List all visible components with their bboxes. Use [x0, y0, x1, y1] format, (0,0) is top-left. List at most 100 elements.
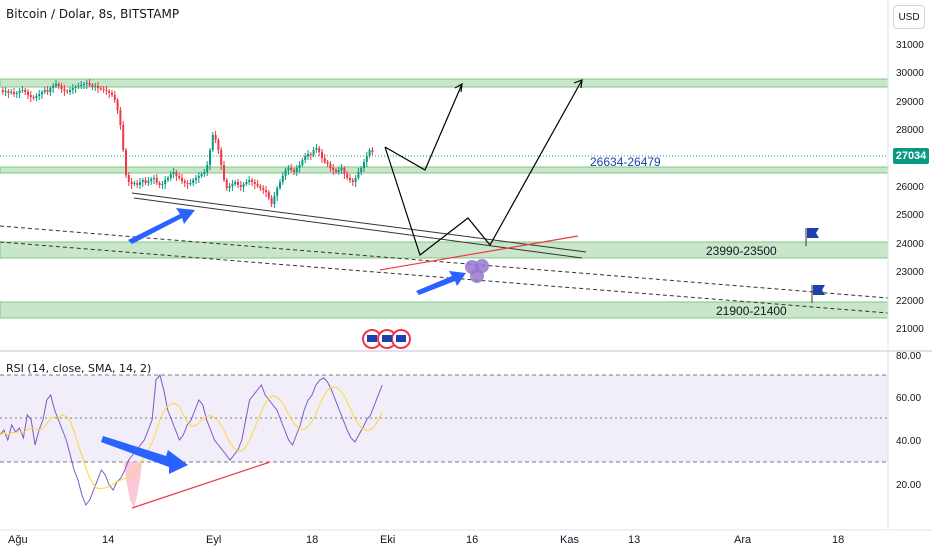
candle-body	[15, 93, 18, 94]
zone-top[interactable]	[0, 78, 889, 88]
candle-body	[164, 180, 167, 184]
candle-body	[71, 88, 74, 90]
candle-body	[116, 100, 119, 110]
currency-button[interactable]: USD	[893, 5, 925, 29]
economic-events-icon[interactable]	[362, 329, 411, 349]
rsi-axis[interactable]: 80.00 60.00 40.00 20.00	[896, 351, 921, 491]
candle-body	[351, 180, 354, 182]
candle-body	[321, 152, 323, 158]
candle-body	[175, 172, 178, 176]
time-tick-label: Ara	[734, 534, 752, 546]
candle-body	[259, 186, 262, 188]
rsi-tick-label: 60.00	[896, 393, 921, 404]
candle-body	[203, 172, 206, 174]
candle-body	[41, 92, 43, 94]
candle-body	[209, 150, 211, 165]
candle-body	[21, 90, 24, 91]
candle-body	[32, 97, 35, 98]
time-tick-label: Ağu	[8, 534, 28, 546]
rsi-ma-line[interactable]	[0, 386, 383, 490]
candle-body	[183, 181, 186, 183]
candle-body	[94, 86, 97, 87]
flag-icon-1[interactable]	[805, 228, 819, 246]
projection-path-1[interactable]	[384, 83, 463, 171]
candle-body	[234, 182, 237, 184]
candle-body	[83, 84, 85, 85]
candle-body	[18, 91, 21, 93]
rsi-indicator-label[interactable]: RSI (14, close, SMA, 14, 2)	[6, 362, 152, 375]
candle-body	[206, 165, 209, 172]
candle-body	[136, 183, 139, 185]
candle-body	[349, 178, 351, 180]
candle-body	[295, 168, 298, 172]
candle-body	[88, 83, 91, 85]
candle-body	[74, 87, 77, 88]
price-axis[interactable]: 3100030000290002800027000260002500024000…	[896, 40, 924, 335]
time-tick-label: 13	[628, 534, 640, 546]
candle-body	[144, 180, 147, 183]
candle-body	[153, 178, 155, 179]
time-tick-label: Eki	[380, 534, 395, 546]
rsi-oversold-fill	[124, 462, 142, 508]
candle-body	[200, 174, 203, 176]
zone-current[interactable]	[0, 166, 889, 174]
channel-line-1[interactable]	[131, 192, 587, 253]
candle-body	[35, 96, 38, 98]
rsi-tick-label: 40.00	[896, 436, 921, 447]
candle-body	[141, 180, 144, 182]
price-tick-label: 25000	[896, 210, 924, 221]
candle-body	[340, 168, 343, 170]
candle-body	[273, 196, 276, 204]
trendline-dashed-1[interactable]	[0, 225, 889, 299]
candle-body	[217, 140, 220, 150]
candle-body	[52, 86, 55, 88]
rsi-divergence-line[interactable]	[131, 461, 271, 509]
candle-body	[307, 154, 309, 156]
blue-arrow-2	[416, 271, 466, 295]
trendline-dashed-2[interactable]	[0, 241, 889, 314]
candle-body	[4, 91, 7, 92]
candle-body	[228, 186, 231, 188]
candle-body	[192, 180, 195, 183]
candle-body	[13, 92, 15, 94]
chart-title: Bitcoin / Dolar, 8s, BITSTAMP	[6, 7, 180, 21]
candle-body	[1, 90, 4, 92]
candle-body	[43, 90, 46, 92]
candle-body	[158, 183, 161, 185]
red-trendline[interactable]	[379, 235, 579, 271]
candle-body	[97, 86, 99, 88]
rsi-line[interactable]	[0, 373, 383, 507]
candle-body	[105, 90, 108, 91]
projection-path-2[interactable]	[384, 79, 583, 256]
flag-icon-2[interactable]	[811, 285, 825, 303]
candle-body	[49, 88, 52, 92]
candle-body	[211, 135, 214, 150]
price-tick-label: 22000	[896, 296, 924, 307]
candle-body	[167, 178, 169, 180]
candle-body	[139, 182, 141, 185]
candle-body	[111, 93, 113, 95]
candle-body	[69, 90, 71, 92]
candle-body	[251, 180, 253, 182]
time-axis[interactable]: Ağu 14 Eyl 18 Eki 16 Kas 13 Ara 18	[8, 534, 844, 546]
candle-body	[225, 180, 228, 188]
candlestick-series[interactable]	[1, 79, 374, 208]
event-cluster-icon[interactable]	[465, 259, 489, 283]
candle-body	[298, 165, 301, 168]
candle-body	[91, 85, 94, 87]
candle-body	[125, 150, 127, 175]
candle-body	[178, 176, 181, 178]
candle-body	[223, 165, 225, 180]
candle-body	[346, 174, 349, 178]
time-tick-label: 14	[102, 534, 114, 546]
candle-body	[287, 168, 290, 170]
candle-body	[360, 168, 363, 172]
candle-body	[38, 94, 41, 96]
candle-body	[335, 170, 337, 172]
candle-body	[60, 86, 63, 89]
candle-body	[127, 175, 130, 182]
candle-body	[113, 95, 116, 100]
price-tick-label: 23000	[896, 267, 924, 278]
candle-body	[214, 135, 217, 140]
